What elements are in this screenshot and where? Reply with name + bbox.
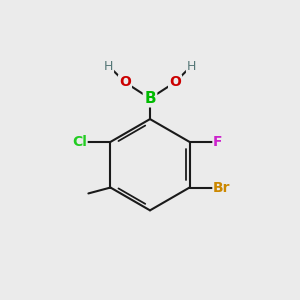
- Text: F: F: [213, 135, 223, 149]
- Text: H: H: [104, 60, 113, 73]
- Text: B: B: [144, 91, 156, 106]
- Text: O: O: [119, 75, 131, 89]
- Text: Cl: Cl: [72, 135, 87, 149]
- Text: O: O: [169, 75, 181, 89]
- Text: H: H: [187, 60, 196, 73]
- Text: Br: Br: [213, 181, 231, 194]
